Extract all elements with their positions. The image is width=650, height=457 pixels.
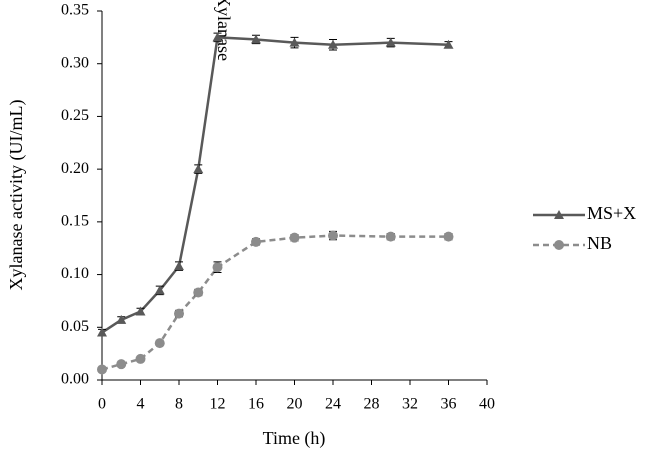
series-line <box>101 234 449 371</box>
y-tick-label: 0.30 <box>61 54 89 71</box>
legend-marker <box>554 210 564 219</box>
legend-label: MS+X <box>587 203 636 223</box>
y-tick-label: 0.20 <box>61 160 89 177</box>
marker <box>97 327 107 337</box>
marker <box>116 359 127 370</box>
marker <box>443 39 454 49</box>
marker <box>212 32 223 42</box>
marker <box>135 306 146 316</box>
marker <box>193 287 204 298</box>
x-tick-label: 20 <box>287 396 303 413</box>
marker <box>251 34 261 44</box>
series-line <box>101 36 449 334</box>
marker <box>385 231 396 242</box>
y-tick-label: 0.05 <box>61 318 89 335</box>
legend-marker <box>554 240 564 250</box>
marker <box>116 314 127 324</box>
marker <box>385 37 396 47</box>
x-tick-label: 0 <box>98 396 106 413</box>
y-tick-label: 0.35 <box>61 2 89 19</box>
x-tick-label: 16 <box>248 396 264 413</box>
marker <box>212 262 223 273</box>
y-tick-label: 0.15 <box>61 213 89 230</box>
legend-label: NB <box>587 233 612 253</box>
x-tick-label: 24 <box>325 396 341 413</box>
y-tick-label: 0.00 <box>61 371 89 388</box>
y-tick-label: 0.10 <box>61 265 89 282</box>
marker <box>251 236 261 247</box>
marker <box>328 230 338 241</box>
marker <box>443 231 454 242</box>
x-tick-label: 36 <box>441 396 457 413</box>
x-tick-label: 4 <box>137 396 145 413</box>
x-tick-label: 32 <box>402 396 418 413</box>
x-tick-label: 40 <box>479 396 495 413</box>
marker <box>135 353 146 364</box>
marker <box>174 308 184 319</box>
marker <box>289 37 300 47</box>
x-axis-label: Time (h) <box>263 428 326 449</box>
y-tick-label: 0.25 <box>61 107 89 124</box>
marker <box>328 39 338 49</box>
x-tick-label: 28 <box>364 396 380 413</box>
marker <box>289 232 300 243</box>
y-axis-label: Xylanase activity (UI/mL) <box>6 100 27 291</box>
marker <box>193 164 204 174</box>
marker <box>174 261 184 271</box>
x-tick-label: 8 <box>175 396 183 413</box>
marker <box>154 338 165 349</box>
x-tick-label: 12 <box>210 396 226 413</box>
marker <box>154 285 165 295</box>
annotation: Xylanase <box>214 0 234 61</box>
marker <box>97 364 107 375</box>
